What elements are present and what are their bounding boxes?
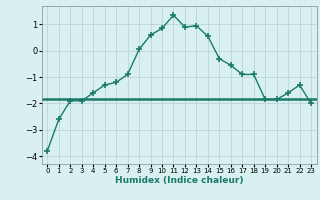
X-axis label: Humidex (Indice chaleur): Humidex (Indice chaleur) <box>115 176 244 185</box>
